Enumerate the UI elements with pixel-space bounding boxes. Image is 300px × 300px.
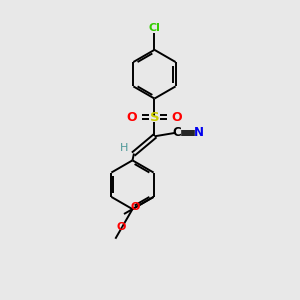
Text: Cl: Cl [148, 23, 160, 33]
Text: O: O [117, 222, 126, 232]
Text: H: H [120, 143, 129, 153]
Text: O: O [130, 202, 140, 212]
Text: O: O [127, 110, 137, 124]
Text: N: N [194, 126, 204, 139]
Text: S: S [150, 110, 159, 124]
Text: O: O [172, 110, 182, 124]
Text: C: C [172, 126, 181, 139]
